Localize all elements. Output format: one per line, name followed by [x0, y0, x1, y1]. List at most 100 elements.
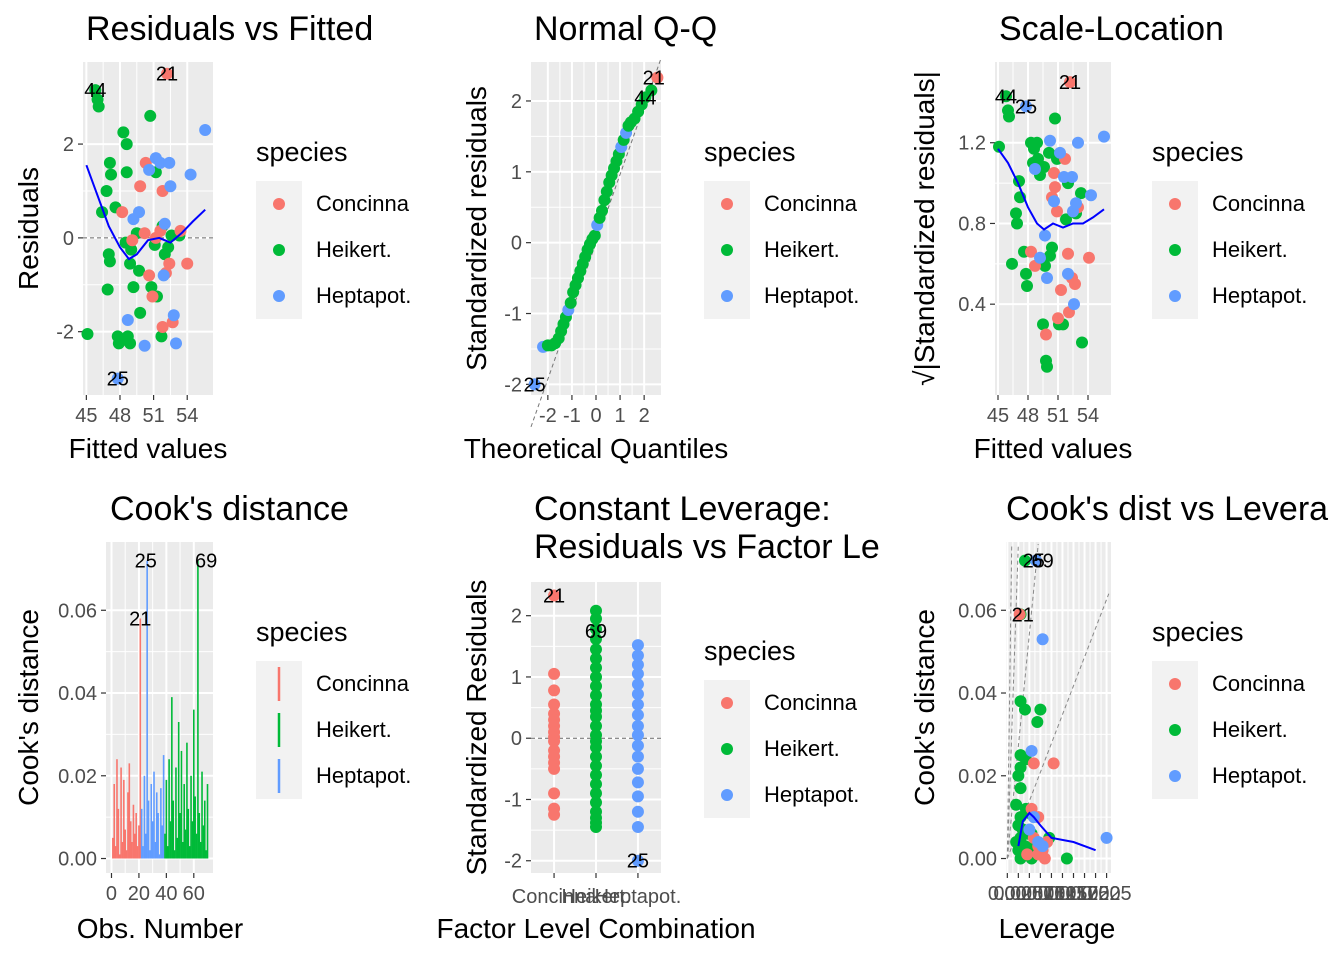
y-tick-label: 0	[511, 728, 522, 750]
data-point	[163, 257, 176, 270]
data-point	[126, 234, 139, 247]
data-point	[184, 168, 197, 181]
x-tick-label: 0.225	[1082, 883, 1132, 905]
point-label: 69	[1031, 551, 1053, 573]
legend-title: species	[704, 636, 796, 666]
data-point	[590, 821, 602, 834]
data-point	[590, 670, 602, 683]
y-tick-label: 0.06	[958, 600, 997, 622]
data-point	[174, 224, 187, 237]
y-tick-label: 2	[63, 134, 74, 156]
data-point	[1046, 241, 1058, 254]
data-point	[1018, 703, 1031, 716]
data-point	[1076, 336, 1088, 349]
data-point	[631, 805, 644, 818]
data-point	[548, 684, 561, 697]
point-label: 44	[84, 80, 106, 102]
x-tick-label: 54	[1077, 405, 1099, 427]
legend-label: Heptapot.	[764, 782, 859, 807]
data-point	[993, 140, 1005, 153]
data-point	[1068, 298, 1080, 311]
legend-label: Concinna	[1212, 671, 1306, 696]
y-tick-label: 0.8	[958, 213, 986, 235]
legend-title: species	[1152, 137, 1244, 167]
data-point	[158, 248, 171, 261]
data-point	[590, 796, 602, 809]
legend-label: Concinna	[316, 191, 410, 216]
data-point	[1083, 251, 1095, 264]
data-point	[548, 589, 561, 602]
contour-line	[1006, 544, 1019, 859]
data-point	[631, 708, 644, 721]
legend-label: Heptapot.	[316, 763, 411, 788]
data-point	[590, 652, 602, 665]
data-point	[564, 296, 577, 309]
x-tick-label: 60	[183, 883, 205, 905]
data-point	[631, 719, 644, 732]
data-point	[631, 750, 644, 763]
point-label: 25	[135, 551, 157, 573]
data-point	[548, 762, 561, 775]
chart-title: Scale-Location	[999, 10, 1224, 48]
data-point	[1069, 278, 1081, 290]
data-point	[548, 808, 561, 821]
plot-rvf: -2 0 2 45 48 51 54 44 21 25 Residuals vs Fitted Fit…	[13, 10, 411, 464]
data-point	[1048, 195, 1060, 208]
data-point	[1034, 251, 1046, 264]
x-tick-label: 0.200	[1071, 883, 1121, 905]
legend-label: Heikert.	[316, 237, 392, 262]
data-point	[138, 227, 151, 240]
legend-label: Concinna	[1212, 191, 1306, 216]
y-tick-label: -1	[504, 789, 522, 811]
x-tick-label: -1	[563, 405, 581, 427]
data-point	[1020, 100, 1032, 113]
data-point	[590, 768, 602, 781]
legend-label: Heikert.	[1212, 717, 1288, 742]
data-point	[1020, 267, 1032, 280]
data-point	[631, 821, 644, 834]
data-point	[1003, 110, 1015, 123]
x-axis-label: Obs. Number	[77, 913, 244, 944]
data-point	[528, 378, 541, 391]
data-point	[1000, 90, 1012, 103]
x-tick-label: Concinna	[512, 886, 597, 908]
data-point	[1013, 608, 1026, 621]
data-point	[590, 719, 602, 732]
data-point	[1047, 757, 1060, 770]
y-tick-label: -2	[504, 851, 522, 873]
y-tick-label: 0.06	[58, 600, 97, 622]
data-point	[590, 612, 602, 625]
data-point	[548, 698, 561, 711]
data-point	[1006, 257, 1018, 270]
data-point	[1030, 554, 1042, 567]
data-point	[1027, 757, 1040, 770]
x-tick-label: 54	[176, 405, 198, 427]
y-tick-label: -2	[504, 374, 522, 396]
data-point	[1049, 181, 1061, 194]
legend-swatch	[721, 743, 733, 755]
y-tick-label: -1	[504, 304, 522, 326]
data-point	[1062, 247, 1074, 260]
legend-swatch	[273, 198, 285, 210]
data-point	[1100, 831, 1113, 844]
data-point	[1062, 267, 1074, 280]
x-tick-label: 0.050	[1004, 883, 1054, 905]
x-tick-label: 45	[75, 405, 97, 427]
data-point	[170, 337, 183, 350]
data-point	[1040, 328, 1052, 341]
data-point	[120, 166, 133, 179]
data-point	[631, 658, 644, 671]
data-point	[590, 680, 602, 693]
legend-swatch	[721, 244, 733, 256]
data-point	[133, 206, 146, 219]
data-point	[651, 71, 664, 84]
point-label: 21	[129, 609, 151, 631]
y-tick-label: -2	[56, 322, 74, 344]
data-point	[1021, 280, 1033, 293]
x-tick-label: 0.00	[988, 883, 1027, 905]
data-point	[116, 206, 129, 219]
x-tick-label: 20	[128, 883, 150, 905]
data-point	[631, 678, 644, 691]
legend-swatch	[721, 290, 733, 302]
